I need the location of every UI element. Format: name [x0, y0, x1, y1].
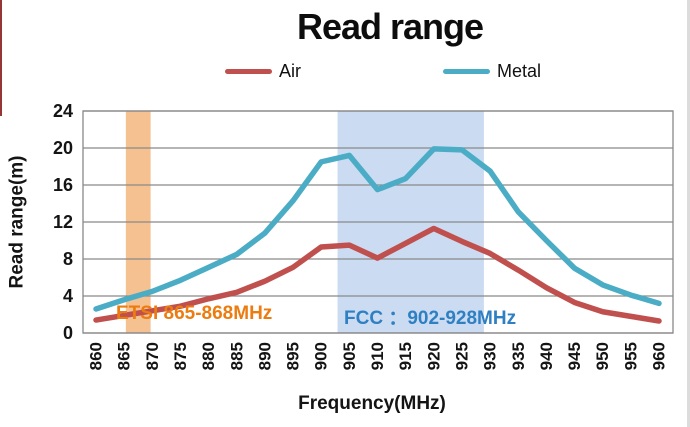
y-tick-label-4: 4: [63, 286, 73, 306]
window-edge-line: [687, 0, 690, 427]
x-tick-label-890: 890: [255, 342, 274, 370]
x-tick-label-955: 955: [621, 342, 640, 370]
legend-item-air: Air: [225, 61, 301, 82]
x-tick-label-860: 860: [87, 342, 106, 370]
x-tick-label-925: 925: [452, 342, 471, 370]
metal-series-line: [93, 146, 662, 312]
x-tick-label-895: 895: [284, 342, 303, 370]
x-tick-label-870: 870: [143, 342, 162, 370]
x-tick-label-935: 935: [509, 342, 528, 370]
etsi-band-label: ETSI 865-868MHz: [116, 303, 273, 324]
x-tick-label-950: 950: [593, 342, 612, 370]
x-tick-label-960: 960: [650, 342, 669, 370]
x-tick-label-915: 915: [396, 342, 415, 370]
y-tick-label-20: 20: [53, 138, 73, 158]
chart-title: Read range: [296, 6, 484, 47]
x-tick-label-940: 940: [537, 342, 556, 370]
x-tick-label-930: 930: [481, 342, 500, 370]
x-axis-title: Frequency(MHz): [298, 393, 446, 414]
x-tick-label-910: 910: [368, 342, 387, 370]
x-tick-label-885: 885: [227, 342, 246, 370]
y-axis-title: Read range(m): [7, 155, 28, 288]
fcc-band-label: FCC ：902-928MHz: [344, 308, 517, 329]
x-tick-label-920: 920: [424, 342, 443, 370]
air-series-swatch: [225, 69, 272, 74]
legend-label-metal: Metal: [497, 61, 542, 81]
metal-series-swatch: [443, 69, 490, 74]
legend-item-metal: Metal: [443, 61, 541, 82]
plot-border: [82, 110, 674, 334]
x-tick-label-945: 945: [565, 342, 584, 370]
x-tick-label-865: 865: [115, 342, 134, 370]
air-series-line: [93, 225, 662, 324]
y-tick-label-0: 0: [63, 323, 73, 343]
y-tick-label-24: 24: [53, 101, 73, 121]
y-tick-label-16: 16: [53, 175, 73, 195]
x-tick-label-900: 900: [312, 342, 331, 370]
legend-label-air: Air: [279, 61, 301, 81]
y-tick-label-12: 12: [53, 212, 73, 232]
x-tick-label-875: 875: [171, 342, 190, 370]
x-tick-label-880: 880: [199, 342, 218, 370]
page-edge-line: [0, 0, 2, 116]
x-tick-label-905: 905: [340, 342, 359, 370]
y-tick-label-8: 8: [63, 249, 73, 269]
